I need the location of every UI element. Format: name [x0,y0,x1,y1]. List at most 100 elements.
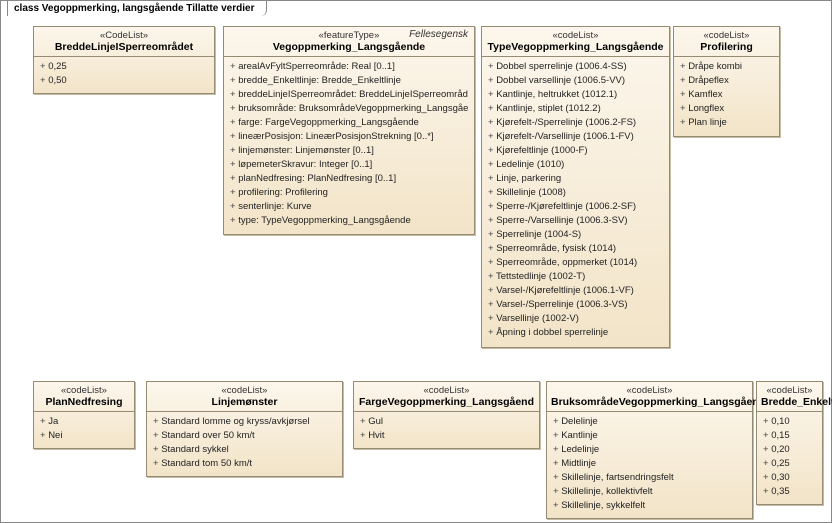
attribute-item: 0,25 [40,60,208,74]
attribute-item: Åpning i dobbel sperrelinje [488,326,663,340]
class-title: BruksområdeVegoppmerking_Langsgåen [551,396,748,408]
attribute-item: Delelinje [553,415,746,429]
class-title: Profilering [678,41,775,53]
attribute-item: Ja [40,415,128,429]
stereotype-label: «codeList» [551,385,748,396]
attribute-item: Standard sykkel [153,443,336,457]
attribute-item: Kjørefelt-/Sperrelinje (1006.2-FS) [488,116,663,130]
class-body: arealAvFyltSperreområde: Real [0..1]bred… [224,57,474,233]
attribute-item: arealAvFyltSperreområde: Real [0..1] [230,60,468,74]
attribute-item: 0,30 [763,471,816,485]
class-box-profilering[interactable]: «codeList»ProfileringDråpe kombiDråpefle… [673,26,780,137]
attribute-item: Sperre-/Varsellinje (1006.3-SV) [488,214,663,228]
attribute-item: Kantlinje [553,429,746,443]
attribute-item: Tettstedlinje (1002-T) [488,270,663,284]
attribute-item: Linje, parkering [488,172,663,186]
attribute-item: Dobbel varsellinje (1006.5-VV) [488,74,663,88]
corner-label: Fellesegensk [409,29,468,40]
class-box-typeVeg[interactable]: «codeList»TypeVegoppmerking_LangsgåendeD… [481,26,670,348]
class-box-linjemonster[interactable]: «codeList»LinjemønsterStandard lomme og … [146,381,343,477]
attribute-item: Ledelinje [553,443,746,457]
class-title: Vegoppmerking_Langsgående [228,41,470,53]
class-body: DelelinjeKantlinjeLedelinjeMidtlinjeSkil… [547,412,752,518]
attribute-item: breddeLinjeISperreområdet: BreddeLinjeIS… [230,88,468,102]
class-body: 0,100,150,200,250,300,35 [757,412,822,504]
class-body: Dråpe kombiDråpeflexKamflexLongflexPlan … [674,57,779,135]
attribute-item: 0,50 [40,74,208,88]
attribute-item: Sperreområde, fysisk (1014) [488,242,663,256]
attribute-item: bruksområde: BruksområdeVegoppmerking_La… [230,102,468,116]
stereotype-label: «codeList» [151,385,338,396]
attribute-item: Gul [360,415,533,429]
class-title: TypeVegoppmerking_Langsgående [486,41,665,53]
class-title: Linjemønster [151,396,338,408]
stereotype-label: «codeList» [38,385,130,396]
attribute-item: Kjørefelt-/Varsellinje (1006.1-FV) [488,130,663,144]
attribute-item: farge: FargeVegoppmerking_Langsgående [230,116,468,130]
class-box-bruksomrade[interactable]: «codeList»BruksområdeVegoppmerking_Langs… [546,381,753,519]
attribute-item: Longflex [680,102,773,116]
class-box-breddeLinjeSperre[interactable]: «CodeList»BreddeLinjeISperreområdet0,250… [33,26,215,94]
attribute-item: bredde_Enkeltlinje: Bredde_Enkeltlinje [230,74,468,88]
diagram-frame: class Vegoppmerking, langsgående Tillatt… [0,0,832,523]
stereotype-label: «codeList» [358,385,535,396]
class-header: «codeList»Bredde_Enkeltlinje [757,382,822,412]
class-header: «codeList»FargeVegoppmerking_Langsgåend [354,382,539,412]
class-header: «codeList»Profilering [674,27,779,57]
attribute-item: Varsel-/Sperrelinje (1006.3-VS) [488,298,663,312]
attribute-item: 0,35 [763,485,816,499]
stereotype-label: «codeList» [486,30,665,41]
attribute-item: senterlinje: Kurve [230,200,468,214]
class-header: «CodeList»BreddeLinjeISperreområdet [34,27,214,57]
class-title: BreddeLinjeISperreområdet [38,41,210,53]
class-header: «codeList»Linjemønster [147,382,342,412]
attribute-item: løpemeterSkravur: Integer [0..1] [230,158,468,172]
attribute-item: Kamflex [680,88,773,102]
attribute-item: Skillelinje, fartsendringsfelt [553,471,746,485]
attribute-item: Dråpe kombi [680,60,773,74]
class-body: 0,250,50 [34,57,214,93]
class-title: PlanNedfresing [38,396,130,408]
attribute-item: Skillelinje, sykkelfelt [553,499,746,513]
class-box-planNedfresing[interactable]: «codeList»PlanNedfresingJaNei [33,381,135,449]
attribute-item: profilering: Profilering [230,186,468,200]
attribute-item: Hvit [360,429,533,443]
attribute-item: linjemønster: Linjemønster [0..1] [230,144,468,158]
attribute-item: 0,25 [763,457,816,471]
attribute-item: Midtlinje [553,457,746,471]
attribute-item: Ledelinje (1010) [488,158,663,172]
stereotype-label: «CodeList» [38,30,210,41]
class-body: Dobbel sperrelinje (1006.4-SS)Dobbel var… [482,57,669,345]
attribute-item: Dobbel sperrelinje (1006.4-SS) [488,60,663,74]
class-box-farge[interactable]: «codeList»FargeVegoppmerking_LangsgåendG… [353,381,540,449]
attribute-item: Kantlinje, heltrukket (1012.1) [488,88,663,102]
attribute-item: Dråpeflex [680,74,773,88]
attribute-item: Kjørefeltlinje (1000-F) [488,144,663,158]
attribute-item: Standard over 50 km/t [153,429,336,443]
attribute-item: Kantlinje, stiplet (1012.2) [488,102,663,116]
frame-title: class Vegoppmerking, langsgående Tillatt… [7,0,267,16]
attribute-item: Plan linje [680,116,773,130]
attribute-item: 0,10 [763,415,816,429]
class-body: JaNei [34,412,134,448]
attribute-item: lineærPosisjon: LineærPosisjonStrekning … [230,130,468,144]
class-title: Bredde_Enkeltlinje [761,396,818,408]
class-body: Standard lomme og kryss/avkjørselStandar… [147,412,342,476]
class-box-breddeEnkelt[interactable]: «codeList»Bredde_Enkeltlinje0,100,150,20… [756,381,823,505]
attribute-item: Sperrelinje (1004-S) [488,228,663,242]
attribute-item: Sperreområde, oppmerket (1014) [488,256,663,270]
attribute-item: 0,15 [763,429,816,443]
class-header: «codeList»BruksområdeVegoppmerking_Langs… [547,382,752,412]
attribute-item: Sperre-/Kjørefeltlinje (1006.2-SF) [488,200,663,214]
attribute-item: planNedfresing: PlanNedfresing [0..1] [230,172,468,186]
attribute-item: type: TypeVegoppmerking_Langsgående [230,214,468,228]
class-box-vegoppmerking[interactable]: Fellesegensk«featureType»Vegoppmerking_L… [223,26,475,235]
attribute-item: Skillelinje (1008) [488,186,663,200]
attribute-item: Standard lomme og kryss/avkjørsel [153,415,336,429]
attribute-item: Nei [40,429,128,443]
class-header: «codeList»PlanNedfresing [34,382,134,412]
attribute-item: 0,20 [763,443,816,457]
class-body: GulHvit [354,412,539,448]
class-header: «codeList»TypeVegoppmerking_Langsgående [482,27,669,57]
attribute-item: Standard tom 50 km/t [153,457,336,471]
